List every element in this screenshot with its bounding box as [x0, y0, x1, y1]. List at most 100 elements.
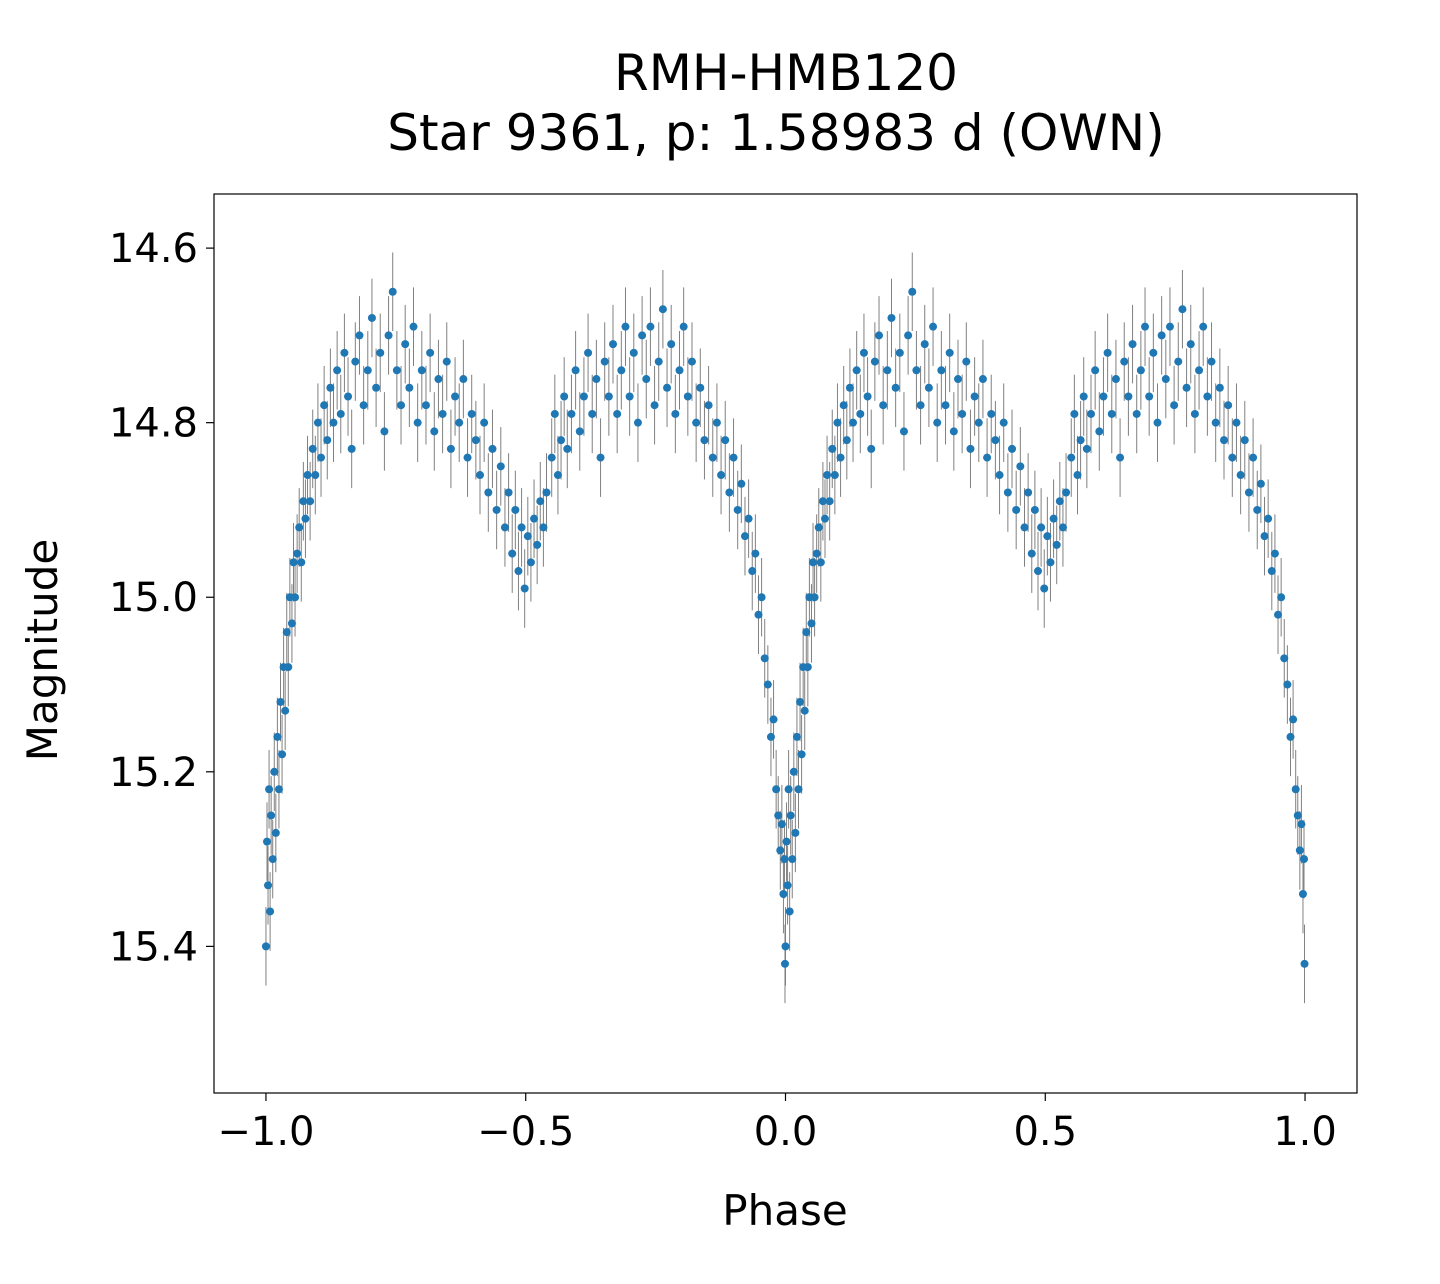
data-point — [717, 471, 726, 480]
y-tick-label: 14.6 — [109, 226, 198, 272]
data-point — [687, 357, 696, 366]
data-point — [1182, 383, 1191, 392]
data-point — [617, 366, 626, 375]
data-point — [438, 409, 447, 418]
data-point — [455, 418, 464, 427]
data-point — [1111, 375, 1120, 384]
data-point — [1020, 523, 1029, 532]
data-point — [859, 348, 868, 357]
data-point — [679, 322, 688, 331]
data-point — [560, 392, 569, 401]
y-tick-label: 15.4 — [109, 924, 198, 970]
data-point — [273, 732, 282, 741]
data-point — [1058, 523, 1067, 532]
data-point — [484, 488, 493, 497]
x-tick-label: 0.0 — [754, 1109, 818, 1155]
data-point — [508, 549, 517, 558]
data-point — [409, 322, 418, 331]
data-point — [609, 340, 618, 349]
chart-subtitle: Star 9361, p: 1.58983 d (OWN) — [387, 104, 1164, 162]
data-point — [700, 436, 709, 445]
data-point — [575, 427, 584, 436]
data-point — [1260, 532, 1269, 541]
data-point — [675, 366, 684, 375]
data-point — [870, 357, 879, 366]
data-point — [671, 409, 680, 418]
data-point — [800, 706, 809, 715]
data-point — [417, 366, 426, 375]
data-point — [1116, 453, 1125, 462]
data-point — [796, 697, 805, 706]
data-point — [748, 567, 757, 576]
data-point — [883, 366, 892, 375]
data-point — [1003, 488, 1012, 497]
data-point — [1274, 610, 1283, 619]
data-point — [261, 942, 270, 951]
data-point — [1043, 532, 1052, 541]
data-point — [1027, 549, 1036, 558]
data-point — [1228, 453, 1237, 462]
data-point — [863, 392, 872, 401]
data-point — [289, 558, 298, 567]
data-point — [492, 505, 501, 514]
data-point — [823, 471, 832, 480]
data-point — [426, 348, 435, 357]
data-point — [392, 366, 401, 375]
data-point — [856, 409, 865, 418]
data-point — [442, 357, 451, 366]
data-point — [514, 567, 523, 576]
data-point — [511, 505, 520, 514]
data-point — [887, 313, 896, 322]
x-axis-label: Phase — [722, 1186, 847, 1235]
data-point — [776, 846, 785, 855]
x-tick-label: 0.5 — [1013, 1109, 1077, 1155]
data-point — [1289, 715, 1298, 724]
data-point — [539, 523, 548, 532]
data-point — [912, 366, 921, 375]
data-point — [282, 628, 291, 637]
data-point — [780, 855, 789, 864]
data-point — [313, 418, 322, 427]
data-point — [451, 392, 460, 401]
data-point — [317, 453, 326, 462]
data-point — [430, 427, 439, 436]
data-point — [781, 942, 790, 951]
data-point — [1145, 392, 1154, 401]
data-point — [625, 392, 634, 401]
data-point — [459, 375, 468, 384]
data-point — [792, 732, 801, 741]
data-point — [359, 401, 368, 410]
data-point — [751, 549, 760, 558]
data-point — [621, 322, 630, 331]
data-point — [937, 366, 946, 375]
data-point — [1016, 462, 1025, 471]
data-point — [1008, 444, 1017, 453]
data-point — [434, 375, 443, 384]
data-point — [754, 610, 763, 619]
data-point — [446, 444, 455, 453]
data-point — [788, 855, 797, 864]
data-point — [809, 558, 818, 567]
data-point — [667, 340, 676, 349]
data-point — [1161, 375, 1170, 384]
data-point — [991, 436, 1000, 445]
data-point — [733, 505, 742, 514]
data-point — [766, 732, 775, 741]
data-point — [763, 680, 772, 689]
data-point — [1079, 392, 1088, 401]
data-point — [879, 401, 888, 410]
data-point — [530, 514, 539, 523]
data-point — [271, 828, 280, 837]
data-point — [326, 383, 335, 392]
data-point — [737, 479, 746, 488]
data-point — [463, 453, 472, 462]
data-point — [654, 357, 663, 366]
data-point — [836, 453, 845, 462]
data-point — [266, 907, 275, 916]
data-point — [517, 523, 526, 532]
data-point — [810, 593, 819, 602]
data-point — [547, 453, 556, 462]
data-point — [816, 558, 825, 567]
data-point — [347, 444, 356, 453]
data-point — [1046, 558, 1055, 567]
